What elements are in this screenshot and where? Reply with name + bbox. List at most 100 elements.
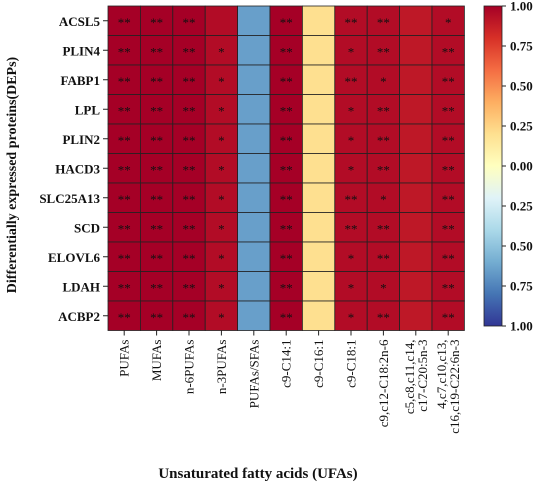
heatmap-cell bbox=[269, 300, 303, 331]
colorbar-tick-label: 1.00 bbox=[510, 319, 533, 334]
cell-annotation: * bbox=[348, 251, 355, 266]
cell-annotation: ** bbox=[183, 251, 196, 266]
heatmap-cell bbox=[431, 153, 465, 184]
cell-annotation: ** bbox=[377, 221, 390, 236]
cell-annotation: ** bbox=[183, 15, 196, 30]
cell-annotation: * bbox=[218, 103, 225, 118]
cell-annotation: * bbox=[348, 162, 355, 177]
row-labels: ACSL5 PLIN4 FABP1 LPL PLIN2 HACD3 SLC25A13 SCD E… bbox=[39, 14, 108, 324]
heatmap-cell bbox=[366, 153, 401, 184]
cell-annotation: ** bbox=[183, 44, 196, 59]
cell-annotation: ** bbox=[118, 74, 131, 89]
heatmap-cell bbox=[366, 94, 401, 125]
cell-annotation: * bbox=[218, 133, 225, 148]
row-label: LDAH bbox=[62, 279, 100, 294]
heatmap-cell bbox=[237, 271, 271, 302]
heatmap-cell bbox=[204, 153, 238, 184]
cell-annotation: ** bbox=[118, 133, 131, 148]
cell-annotation: * bbox=[218, 251, 225, 266]
cell-annotation: ** bbox=[442, 251, 455, 266]
heatmap-cell bbox=[172, 182, 206, 213]
cell-annotation: ** bbox=[183, 192, 196, 207]
heatmap-cell bbox=[269, 35, 303, 66]
heatmap-cell bbox=[237, 241, 271, 272]
cell-annotation: * bbox=[348, 280, 355, 295]
cell-annotation: ** bbox=[118, 15, 131, 30]
colorbar-tick-label: 0.50 bbox=[510, 239, 533, 254]
cell-annotation: ** bbox=[377, 15, 390, 30]
cell-annotation: ** bbox=[150, 133, 163, 148]
y-axis-label: Differentially expressed proteins(DEPs) bbox=[5, 56, 20, 293]
column-label: n-3PUFAs bbox=[214, 340, 229, 395]
cell-annotation: * bbox=[380, 280, 387, 295]
row-label: PLIN4 bbox=[62, 43, 100, 58]
cell-annotation: ** bbox=[442, 221, 455, 236]
cell-annotation: ** bbox=[183, 280, 196, 295]
heatmap-cell bbox=[237, 212, 271, 243]
row-label: SLC25A13 bbox=[39, 191, 100, 206]
colorbar-tick-label: 0.00 bbox=[510, 159, 533, 174]
cell-annotation: * bbox=[218, 74, 225, 89]
cell-annotation: ** bbox=[442, 310, 455, 325]
heatmap-cell bbox=[334, 241, 368, 272]
cell-annotation: * bbox=[445, 15, 452, 30]
colorbar-tick-label: 1.00 bbox=[510, 0, 533, 14]
heatmap-cell bbox=[107, 241, 141, 272]
colorbar-tick-label: 0.75 bbox=[510, 39, 533, 54]
heatmap-cell bbox=[107, 64, 141, 95]
x-axis-label: Unsaturated fatty acids (UFAs) bbox=[158, 466, 357, 482]
heatmap-cell bbox=[399, 182, 433, 213]
heatmap-cell bbox=[431, 123, 465, 154]
row-label: ELOVL6 bbox=[48, 250, 101, 265]
cell-annotation: ** bbox=[118, 251, 131, 266]
cell-annotation: * bbox=[218, 280, 225, 295]
cell-annotation: ** bbox=[442, 162, 455, 177]
cell-annotation: ** bbox=[150, 162, 163, 177]
column-label: PUFAs/SFAs bbox=[246, 340, 261, 409]
heatmap-cell bbox=[301, 212, 336, 243]
heatmap-cell bbox=[301, 241, 336, 272]
column-label: c17-C20:5n-3 bbox=[415, 340, 430, 412]
cell-annotation: ** bbox=[150, 280, 163, 295]
cell-annotation: * bbox=[380, 192, 387, 207]
cell-annotation: ** bbox=[150, 44, 163, 59]
heatmap-cell bbox=[366, 123, 401, 154]
heatmap-cell bbox=[399, 94, 433, 125]
colorbar-tick-label: 0.50 bbox=[510, 79, 533, 94]
heatmap-cell bbox=[237, 182, 271, 213]
heatmap-cell bbox=[334, 271, 368, 302]
heatmap-cell bbox=[237, 64, 271, 95]
heatmap-cell bbox=[139, 212, 174, 243]
heatmap-cell bbox=[399, 64, 433, 95]
row-label: HACD3 bbox=[55, 161, 100, 176]
heatmap-cell bbox=[301, 123, 336, 154]
heatmap-cell bbox=[172, 241, 206, 272]
heatmap-cell bbox=[431, 212, 465, 243]
heatmap-cell bbox=[139, 182, 174, 213]
heatmap-cell bbox=[172, 123, 206, 154]
heatmap-cell bbox=[237, 153, 271, 184]
cell-annotation: * bbox=[348, 103, 355, 118]
cell-annotation: ** bbox=[183, 103, 196, 118]
cell-annotation: ** bbox=[183, 133, 196, 148]
heatmap-cell bbox=[107, 123, 141, 154]
heatmap-cell bbox=[172, 35, 206, 66]
heatmap-cell bbox=[237, 123, 271, 154]
row-label: ACSL5 bbox=[59, 14, 101, 29]
heatmap-cell bbox=[431, 94, 465, 125]
heatmap-cell bbox=[399, 271, 433, 302]
heatmap-cell bbox=[399, 35, 433, 66]
cell-annotation: ** bbox=[377, 251, 390, 266]
cell-annotation: ** bbox=[183, 310, 196, 325]
heatmap-cell bbox=[301, 94, 336, 125]
cell-annotation: ** bbox=[345, 15, 358, 30]
cell-annotation: ** bbox=[150, 221, 163, 236]
cell-annotation: ** bbox=[377, 310, 390, 325]
cell-annotation: ** bbox=[118, 192, 131, 207]
heatmap-cell bbox=[172, 94, 206, 125]
cell-annotation: ** bbox=[280, 221, 293, 236]
column-label: c9-C16:1 bbox=[311, 340, 326, 388]
cell-annotation: ** bbox=[280, 162, 293, 177]
heatmap-cell bbox=[431, 64, 465, 95]
